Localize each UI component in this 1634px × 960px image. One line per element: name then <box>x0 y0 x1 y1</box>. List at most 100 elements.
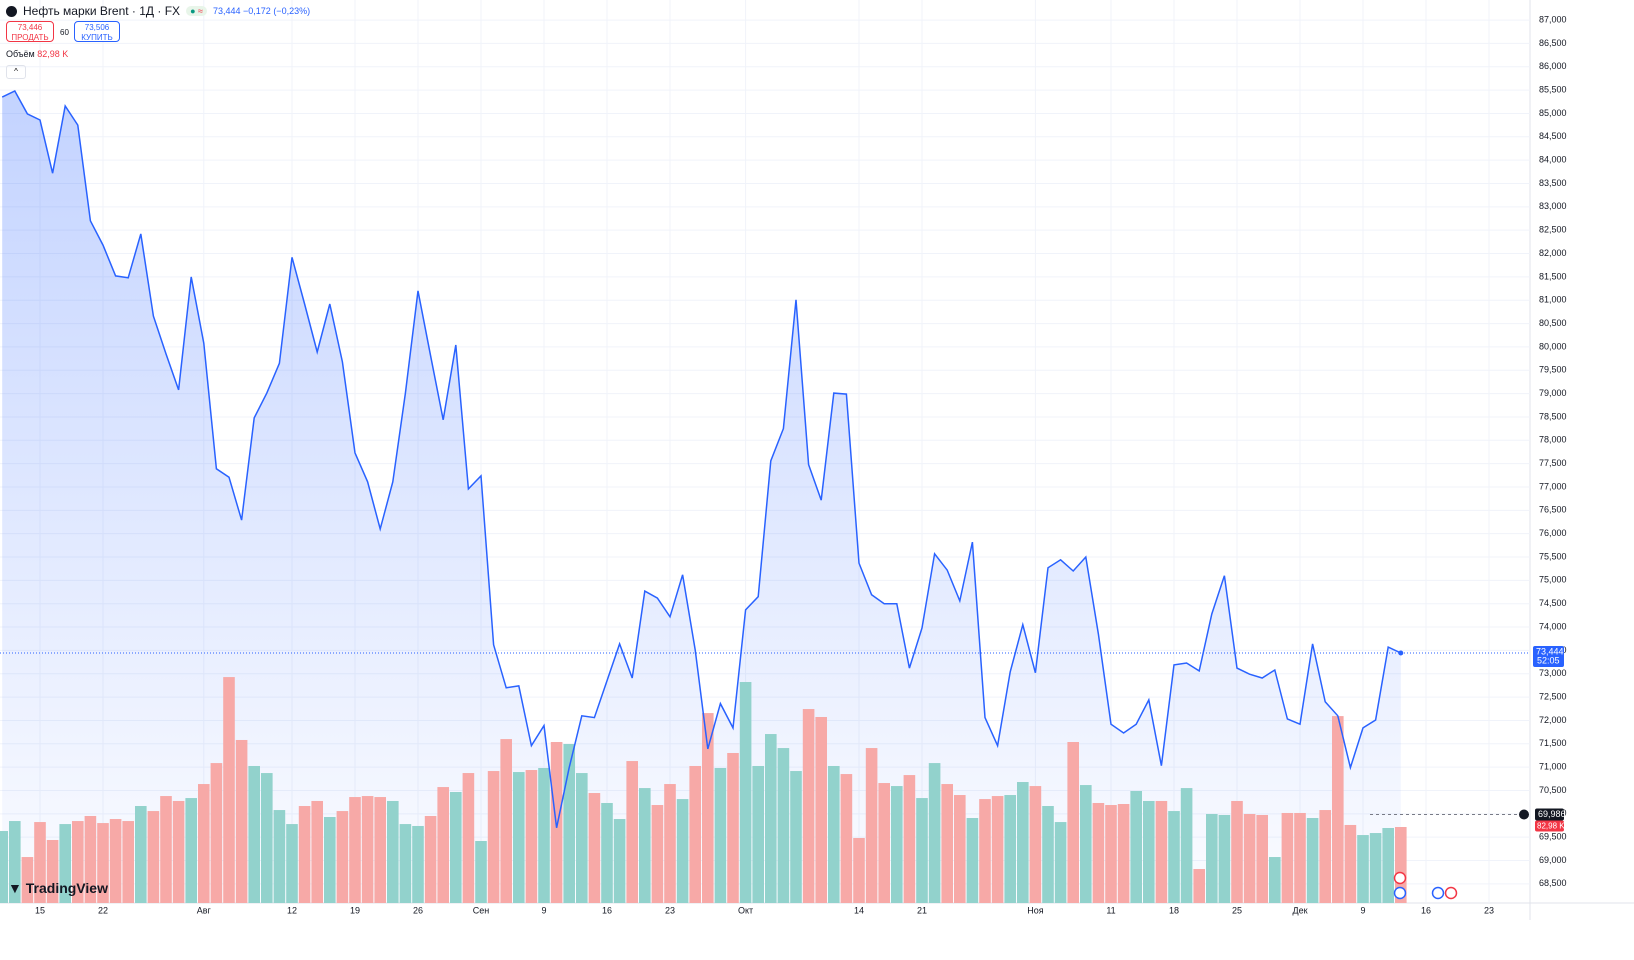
volume-bar <box>1206 813 1218 903</box>
volume-bar <box>1168 811 1180 903</box>
volume-bar <box>865 748 878 903</box>
y-tick-label: 75,000 <box>1539 575 1567 585</box>
volume-bar <box>1029 786 1042 903</box>
volume-label: 82,98 K <box>1537 822 1565 831</box>
volume-bar <box>613 819 626 903</box>
last-price: 73,444 −0,172 (−0,23%) <box>213 6 310 16</box>
volume-bar <box>9 821 21 903</box>
y-tick-label: 71,500 <box>1539 738 1567 748</box>
volume-bar <box>21 857 34 903</box>
volume-bar <box>298 806 311 903</box>
volume-bar <box>172 800 185 903</box>
y-tick-label: 69,500 <box>1539 832 1567 842</box>
volume-bar <box>0 831 9 903</box>
volume-bar <box>689 765 701 903</box>
y-tick-label: 87,000 <box>1539 14 1567 24</box>
sell-button[interactable]: 73,446 ПРОДАТЬ <box>6 21 54 42</box>
event-icon <box>1393 886 1407 900</box>
brand: ▼ TradingView <box>8 880 108 896</box>
x-tick-label: 22 <box>98 905 108 915</box>
volume-bar <box>966 818 979 903</box>
volume-bar <box>1080 785 1092 903</box>
countdown: 52:05 <box>1537 655 1560 665</box>
volume-bar <box>676 799 689 903</box>
last-point <box>1398 650 1404 656</box>
volume-bar <box>991 796 1004 903</box>
price-label-box <box>1533 646 1564 668</box>
volume-bar <box>1054 822 1067 903</box>
volume-bar <box>954 795 966 903</box>
volume-bar <box>450 792 462 903</box>
y-tick-label: 83,000 <box>1539 201 1567 211</box>
sell-label: ПРОДАТЬ <box>11 33 49 42</box>
volume-bar <box>1306 818 1319 903</box>
volume-bar <box>1130 790 1142 903</box>
y-tick-label: 72,000 <box>1539 715 1567 725</box>
volume-bar <box>462 773 475 903</box>
volume-bar <box>928 763 941 903</box>
volume-bar <box>840 774 853 903</box>
volume-bar <box>651 805 664 903</box>
change-pct: (−0,23%) <box>273 6 311 16</box>
volume-bar <box>765 734 777 903</box>
legend-header: Нефть марки Brent · 1Д · FX ● ≈ 73,444 −… <box>6 4 310 18</box>
y-tick-label: 84,000 <box>1539 155 1567 165</box>
volume-bar <box>664 784 676 903</box>
y-tick-label: 75,500 <box>1539 551 1567 561</box>
price-line-box <box>1535 808 1564 821</box>
change: −0,172 <box>243 6 271 16</box>
buy-price: 73,506 <box>84 23 110 32</box>
volume-bar <box>714 768 727 903</box>
y-tick-label: 74,000 <box>1539 621 1567 631</box>
volume-bar <box>702 713 714 903</box>
y-tick-label: 81,000 <box>1539 295 1567 305</box>
x-tick-label: 26 <box>413 905 423 915</box>
y-tick-label: 85,500 <box>1539 84 1567 94</box>
volume-bar <box>815 716 827 903</box>
buy-button[interactable]: 73,506 КУПИТЬ <box>74 21 120 42</box>
volume-bar <box>828 765 840 903</box>
x-tick-label: 18 <box>1169 905 1179 915</box>
y-tick-label: 80,500 <box>1539 318 1567 328</box>
volume-bar <box>437 787 449 903</box>
volume-legend: Объём 82,98 K <box>6 49 68 59</box>
volume-bar <box>185 798 197 903</box>
x-tick-label: Авг <box>197 905 212 915</box>
volume-bar <box>46 839 59 903</box>
x-tick-label: Сен <box>473 905 490 915</box>
x-tick-label: 14 <box>854 905 864 915</box>
price-label: 73,444 <box>1536 646 1564 656</box>
symbol-title[interactable]: Нефть марки Brent · 1Д · FX <box>23 4 181 18</box>
volume-bar <box>273 810 286 903</box>
collapse-button[interactable]: ^ <box>6 65 26 79</box>
volume-bar <box>198 784 210 903</box>
price-line <box>1 90 1402 828</box>
volume-bar <box>399 824 412 903</box>
add-alert-icon <box>1519 809 1529 820</box>
y-tick-label: 85,000 <box>1539 108 1567 118</box>
volume-bar <box>109 819 122 903</box>
y-tick-label: 83,500 <box>1539 178 1567 188</box>
volume-bar <box>878 783 890 903</box>
volume-bar <box>790 771 802 903</box>
volume-bar <box>324 817 336 903</box>
volume-bar <box>122 821 134 903</box>
x-tick-label: Ноя <box>1027 905 1044 915</box>
x-tick-label: 9 <box>1360 905 1365 915</box>
x-tick-label: Дек <box>1292 905 1307 915</box>
status-badges[interactable]: ● ≈ <box>186 6 207 16</box>
volume-bar <box>210 763 223 903</box>
volume-bar <box>1332 716 1344 903</box>
y-tick-label: 76,500 <box>1539 505 1567 515</box>
y-tick-label: 72,500 <box>1539 691 1567 701</box>
volume-bar <box>1256 814 1268 903</box>
x-tick-label: 11 <box>1106 905 1115 915</box>
x-tick-label: Окт <box>738 905 753 915</box>
volume-bar <box>727 752 739 903</box>
volume-bar <box>261 773 273 903</box>
volume-bar <box>34 822 46 903</box>
sell-price: 73,446 <box>17 23 43 32</box>
volume-bar <box>84 815 97 903</box>
price-line-label: 69,986 <box>1538 809 1566 819</box>
